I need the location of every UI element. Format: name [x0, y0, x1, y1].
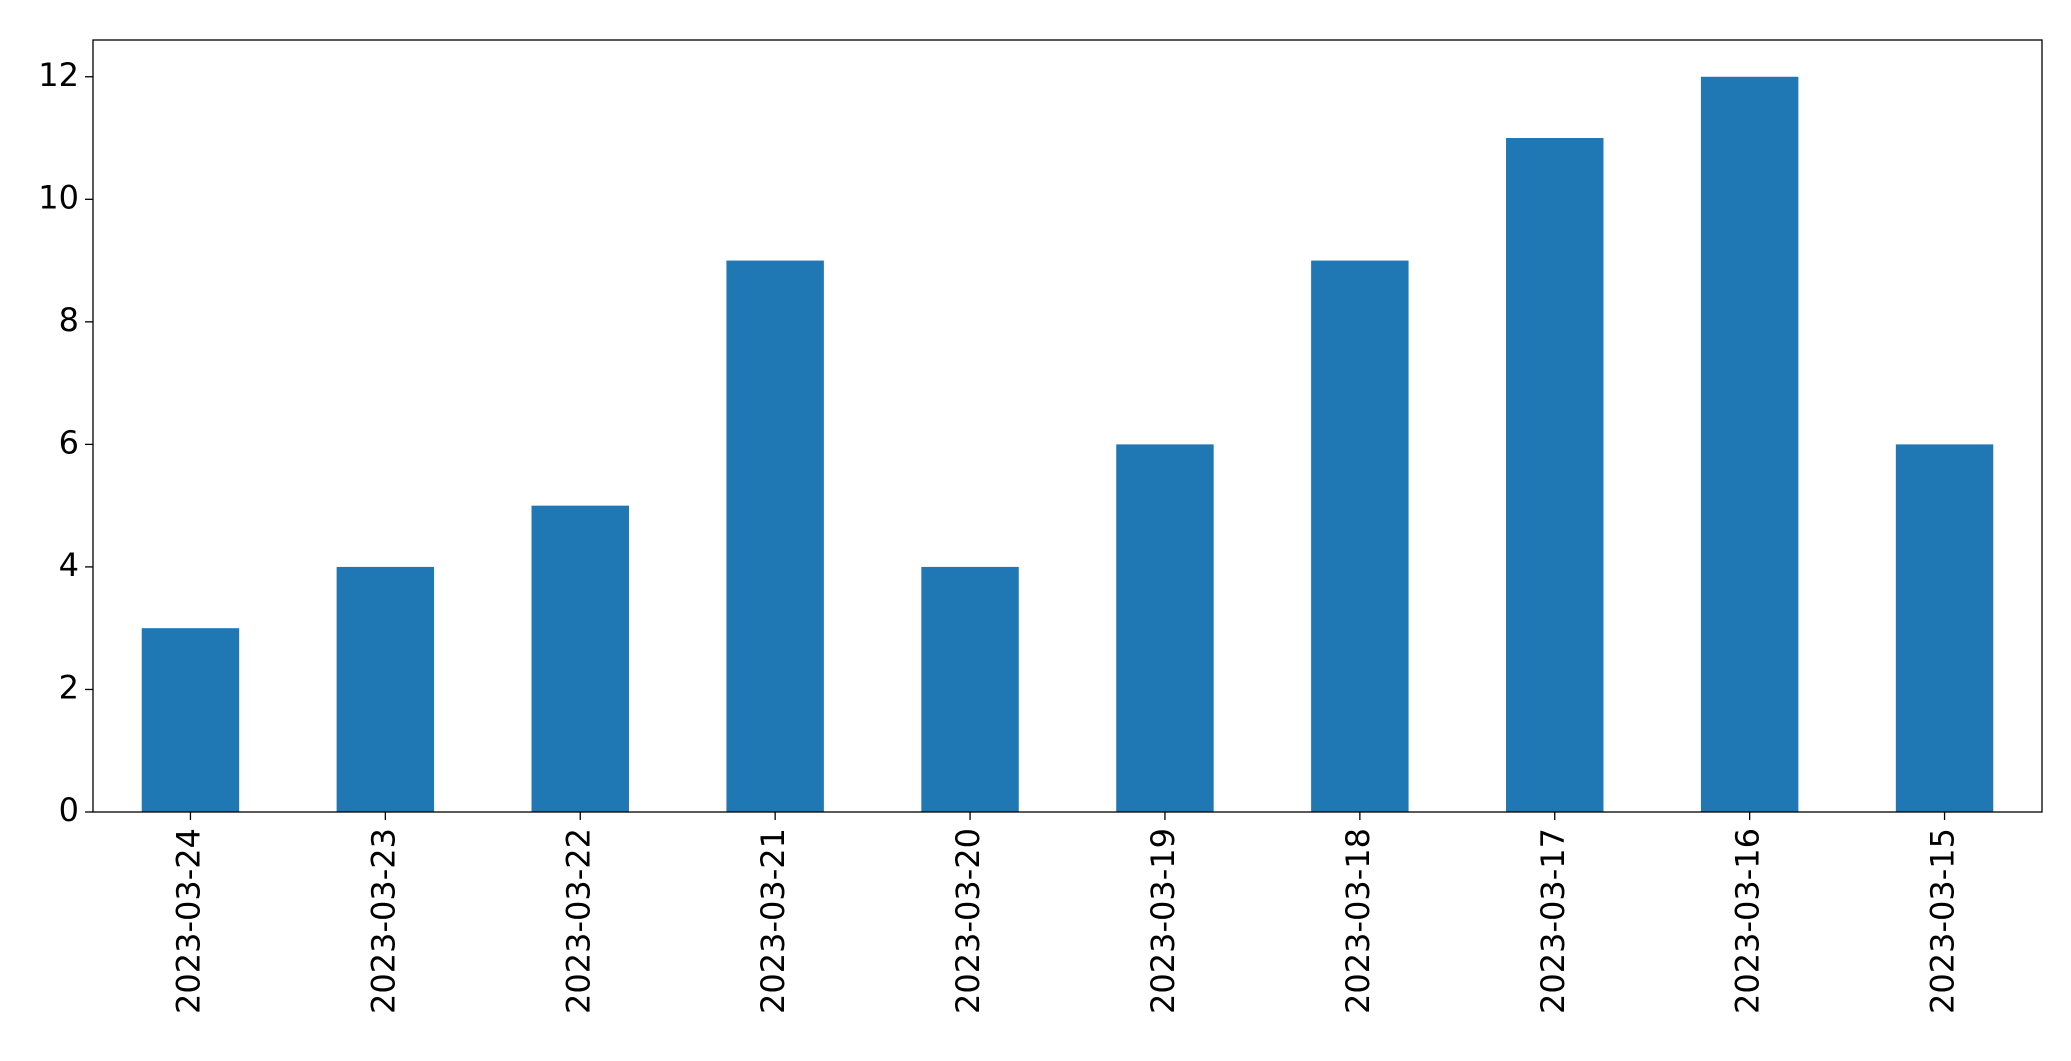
bar	[1311, 260, 1409, 813]
y-tick-label: 10	[38, 178, 79, 216]
bar	[726, 260, 824, 813]
x-tick-label: 2023-03-16	[1729, 828, 1767, 1014]
y-tick-label: 12	[38, 56, 79, 94]
x-tick-label: 2023-03-20	[949, 828, 987, 1014]
x-tick-label: 2023-03-23	[364, 828, 402, 1014]
x-tick-label: 2023-03-21	[754, 828, 792, 1014]
y-tick-label: 4	[59, 546, 79, 584]
bar	[1116, 444, 1214, 812]
x-tick-label: 2023-03-24	[169, 828, 207, 1014]
x-tick-label: 2023-03-22	[559, 828, 597, 1014]
plot-frame	[92, 39, 2043, 813]
bar	[141, 628, 240, 812]
x-tick-label: 2023-03-15	[1924, 828, 1962, 1014]
bar	[531, 505, 629, 812]
y-tick-label: 6	[59, 423, 79, 461]
x-tick-label: 2023-03-18	[1339, 828, 1377, 1014]
bar	[1895, 444, 1994, 812]
bar	[336, 566, 435, 812]
bar	[1700, 76, 1799, 812]
y-tick-label: 8	[59, 301, 79, 339]
y-tick-label: 0	[59, 791, 79, 829]
bar	[1506, 138, 1604, 813]
bar	[921, 566, 1019, 812]
x-tick-label: 2023-03-19	[1144, 828, 1182, 1014]
y-tick-label: 2	[59, 668, 79, 706]
x-tick-label: 2023-03-17	[1534, 828, 1572, 1014]
